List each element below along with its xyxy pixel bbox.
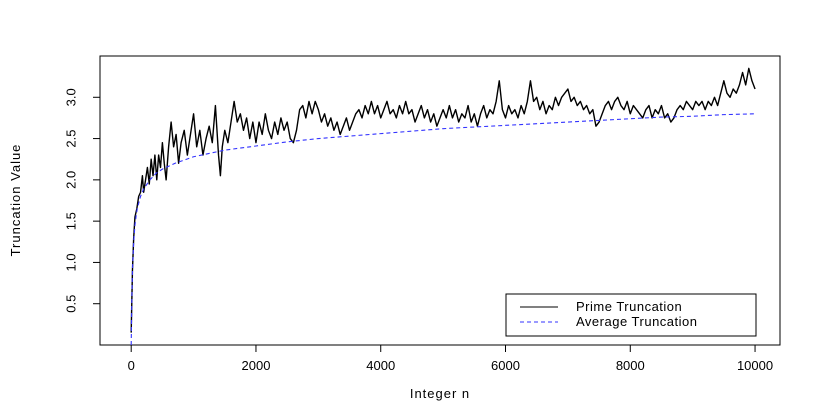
- legend: Prime Truncation Average Truncation: [505, 293, 757, 337]
- y-tick-label: 2.0: [63, 171, 78, 189]
- y-tick-label: 3.0: [63, 88, 78, 106]
- x-tick-label: 4000: [366, 358, 395, 373]
- y-axis: 0.5 1.0 1.5 2.0 2.5 3.0: [63, 88, 101, 313]
- legend-box: [505, 293, 757, 337]
- series-layer: [130, 67, 756, 346]
- legend-label-average-truncation: Average Truncation: [576, 314, 698, 329]
- x-tick-label: 0: [128, 358, 135, 373]
- y-tick-label: 1.5: [63, 212, 78, 230]
- y-tick-label: 0.5: [63, 295, 78, 313]
- x-tick-label: 10000: [737, 358, 773, 373]
- y-tick-label: 1.0: [63, 253, 78, 271]
- y-axis-title: Truncation Value: [8, 144, 23, 257]
- y-tick-label: 2.5: [63, 130, 78, 148]
- x-axis-title: Integer n: [410, 386, 470, 401]
- x-tick-label: 2000: [242, 358, 271, 373]
- x-tick-label: 6000: [491, 358, 520, 373]
- series-line-average-truncation: [130, 113, 756, 346]
- x-tick-label: 8000: [616, 358, 645, 373]
- x-axis: 0 2000 4000 6000 8000 10000: [128, 344, 773, 373]
- legend-label-prime-truncation: Prime Truncation: [576, 299, 682, 314]
- series-line-prime-truncation: [130, 67, 756, 333]
